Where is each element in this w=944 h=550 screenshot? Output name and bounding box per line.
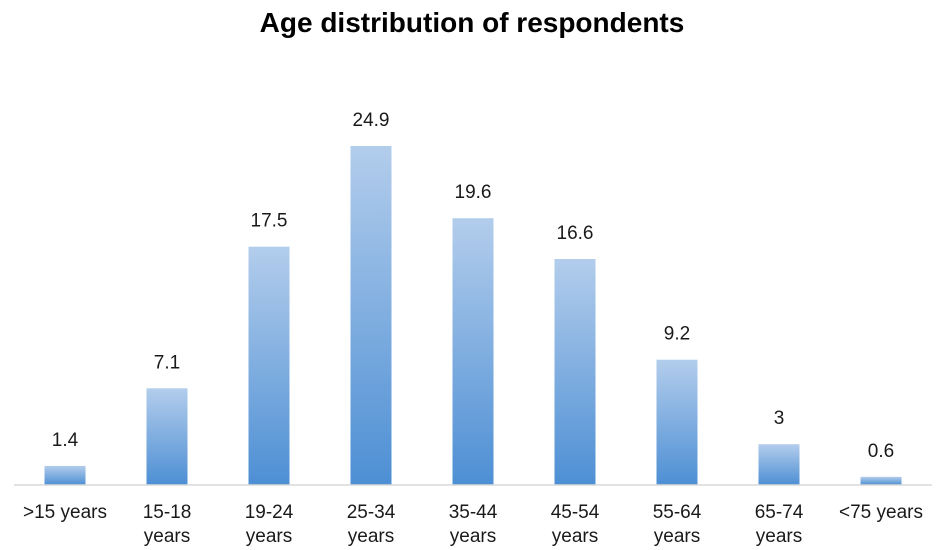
x-tick-label: 35-44 <box>449 502 498 523</box>
data-label: 0.6 <box>868 441 894 462</box>
x-tick-label: 19-24 <box>245 502 294 523</box>
bar <box>656 359 698 485</box>
bar <box>758 444 800 485</box>
x-tick-label: 15-18 <box>143 502 192 523</box>
x-tick-label: years <box>654 526 700 547</box>
bar <box>860 476 902 485</box>
x-tick-label: 25-34 <box>347 502 396 523</box>
bar <box>452 218 494 485</box>
value-labels-layer: 1.4 7.1 17.5 24.9 19.6 16.6 9.2 3 0.6 <box>52 110 894 462</box>
bar <box>44 465 86 485</box>
x-tick-label: 55-64 <box>653 502 702 523</box>
x-tick-label: years <box>246 526 292 547</box>
x-tick-label: <75 years <box>839 502 923 523</box>
data-label: 7.1 <box>154 352 180 373</box>
chart-title: Age distribution of respondents <box>260 7 685 38</box>
x-tick-label: years <box>756 526 802 547</box>
x-tick-labels: >15 years 15-18 years 19-24 years 25-34 years 3… <box>23 502 923 547</box>
x-tick-label: 65-74 <box>755 502 804 523</box>
data-label: 17.5 <box>251 211 288 232</box>
x-tick-label: years <box>552 526 598 547</box>
bar <box>146 388 188 485</box>
data-label: 1.4 <box>52 430 79 451</box>
data-label: 9.2 <box>664 324 690 345</box>
x-tick-label: years <box>348 526 394 547</box>
data-label: 3 <box>774 408 785 429</box>
x-tick-label: 45-54 <box>551 502 600 523</box>
x-tick-label: years <box>144 526 190 547</box>
data-label: 16.6 <box>557 223 594 244</box>
x-tick-label: years <box>450 526 496 547</box>
data-label: 19.6 <box>455 182 492 203</box>
bars-layer <box>44 146 902 485</box>
bar <box>350 146 392 485</box>
bar <box>554 259 596 485</box>
bar <box>248 246 290 485</box>
data-label: 24.9 <box>353 110 390 131</box>
x-tick-label: >15 years <box>23 502 107 523</box>
